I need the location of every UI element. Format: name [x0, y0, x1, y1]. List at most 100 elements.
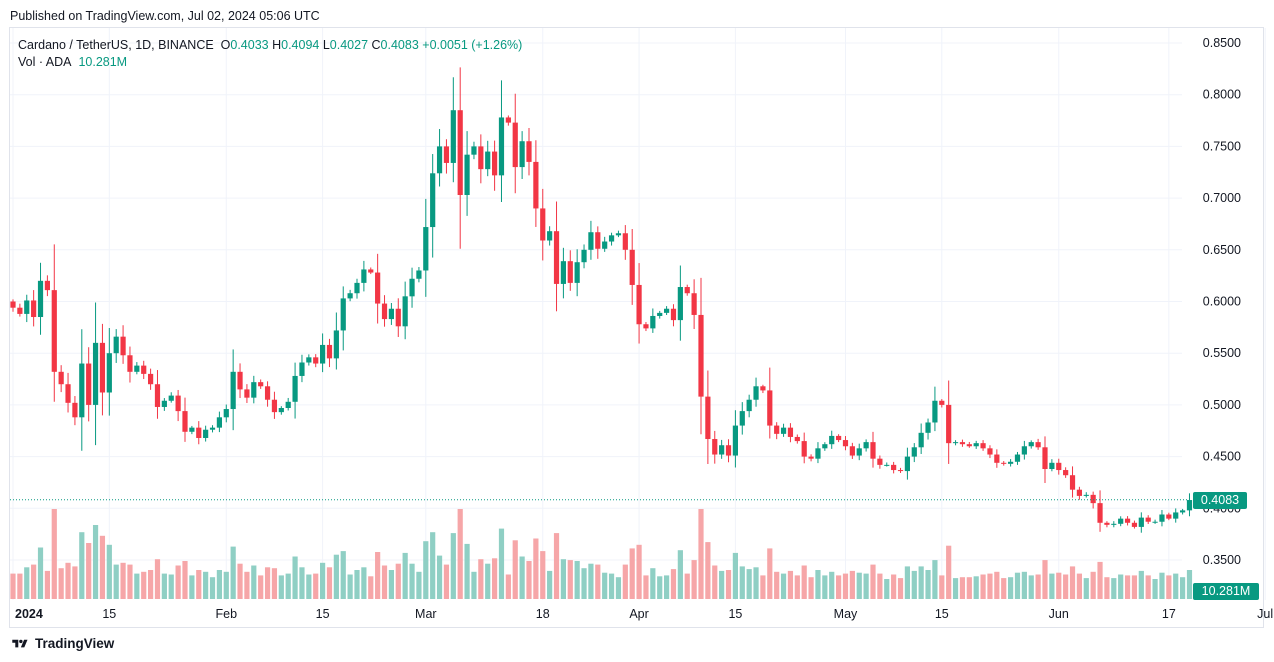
volume-bar: [1152, 579, 1158, 599]
volume-bar: [643, 575, 649, 599]
candle-body: [1021, 446, 1027, 455]
volume-bar: [870, 564, 876, 599]
candle-body: [416, 270, 422, 279]
candle-body: [106, 353, 112, 393]
volume-bar: [650, 568, 656, 599]
volume-bar: [636, 544, 642, 599]
candle-body: [670, 308, 677, 321]
volume-bar: [780, 573, 787, 599]
volume-bar: [897, 578, 904, 599]
volume-bar: [65, 562, 71, 599]
candle-body: [932, 400, 938, 423]
x-tick-label: 2024: [15, 607, 43, 621]
volume-bar: [271, 568, 278, 599]
candle-body: [1118, 518, 1124, 524]
candle-body: [354, 282, 360, 294]
published-caption: Published on TradingView.com, Jul 02, 20…: [10, 9, 320, 23]
candle-body: [430, 173, 436, 228]
candle-body: [746, 399, 752, 412]
volume-bar: [1104, 577, 1110, 599]
candle-body: [560, 261, 566, 284]
candle-body: [44, 280, 50, 291]
candle-body: [925, 422, 931, 433]
candle-body: [258, 382, 264, 387]
volume-bar: [863, 573, 869, 599]
candle-body: [884, 464, 890, 466]
footer-brand[interactable]: TradingView: [10, 636, 114, 651]
candle-body: [946, 404, 952, 444]
candle-body: [326, 344, 333, 359]
candle-body: [361, 269, 367, 283]
candle-body: [732, 425, 738, 456]
candle-body: [223, 409, 229, 418]
candle-body: [1063, 470, 1069, 476]
candle-body: [79, 363, 85, 418]
candle-body: [553, 231, 560, 284]
candle-body: [1028, 442, 1034, 447]
volume-bar: [168, 574, 174, 599]
x-tick-label: Mar: [415, 607, 437, 621]
candle-body: [939, 400, 945, 405]
candle-body: [1186, 500, 1193, 511]
volume-bar: [402, 552, 408, 599]
candle-body: [17, 307, 23, 314]
tradingview-logo-icon: [12, 639, 28, 647]
candle-body: [767, 390, 773, 426]
candle-body: [230, 371, 236, 410]
volume-bar: [209, 577, 216, 599]
candle-body: [904, 456, 910, 472]
legend-low-value: 0.4027: [329, 38, 369, 52]
volume-bar: [223, 571, 229, 599]
volume-bar: [526, 561, 532, 599]
volume-bar: [409, 563, 415, 599]
candle-body: [643, 324, 649, 329]
candle-body: [602, 241, 608, 249]
chart-legend: Cardano / TetherUS, 1D, BINANCE O 0.4033…: [18, 37, 522, 71]
volume-bar: [230, 546, 236, 599]
candle-body: [1083, 494, 1089, 496]
candle-body: [141, 365, 147, 374]
volume-bar: [629, 548, 635, 599]
volume-bar: [86, 543, 92, 599]
volume-bar: [492, 558, 498, 599]
volume-bar: [1028, 575, 1034, 599]
y-tick-label: 0.6500: [1203, 243, 1241, 257]
candle-body: [891, 464, 897, 471]
candle-body: [196, 427, 202, 438]
volume-bar: [1083, 578, 1089, 599]
candle-body: [1042, 447, 1048, 470]
last-volume-tag: 10.281M: [1193, 583, 1259, 600]
volume-bar: [891, 574, 897, 599]
volume-bar: [959, 577, 966, 599]
candle-body: [911, 447, 917, 457]
candle-body: [526, 141, 532, 162]
volume-bar: [72, 566, 78, 599]
candle-body: [1152, 521, 1158, 523]
volume-bar: [175, 565, 181, 599]
volume-bar: [436, 555, 443, 599]
volume-bar: [498, 528, 505, 599]
volume-bar: [1111, 578, 1117, 599]
volume-bar: [313, 573, 319, 599]
volume-bar: [1138, 570, 1144, 599]
volume-bar: [326, 567, 333, 599]
volume-bar: [760, 575, 766, 599]
volume-bar: [1166, 575, 1172, 599]
legend-symbol[interactable]: Cardano / TetherUS, 1D, BINANCE: [18, 38, 214, 52]
volume-bar: [1001, 578, 1007, 599]
candle-body: [375, 272, 381, 304]
volume-bar: [1124, 575, 1131, 599]
volume-bar: [698, 509, 704, 599]
candle-body: [395, 308, 401, 327]
candle-body: [608, 235, 615, 242]
volume-bar: [732, 552, 738, 599]
candle-body: [595, 232, 601, 249]
candle-body: [815, 448, 821, 459]
candle-body: [629, 249, 635, 285]
candle-body: [705, 396, 711, 440]
x-tick-label: 15: [728, 607, 742, 621]
chart-frame: [9, 27, 1264, 628]
volume-bar: [932, 560, 938, 599]
volume-bar: [595, 564, 601, 599]
